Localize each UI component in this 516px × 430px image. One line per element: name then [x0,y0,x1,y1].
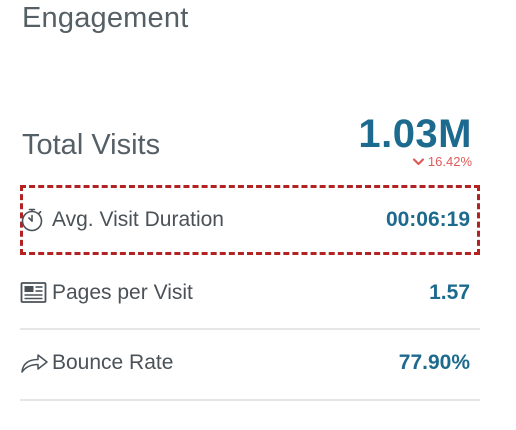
divider [20,399,480,401]
metric-value: 77.90% [398,351,470,374]
total-visits-change: 16.42% [412,154,472,169]
total-visits-label: Total Visits [22,129,161,161]
total-visits-change-value: 16.42% [427,154,472,169]
metric-label: Bounce Rate [52,351,174,374]
metric-row-bounce-rate[interactable]: Bounce Rate 77.90% [20,335,480,391]
metric-label: Avg. Visit Duration [52,208,224,231]
share-arrow-icon [21,354,48,373]
section-title: Engagement [22,2,189,34]
total-visits-value: 1.03M [358,112,472,156]
highlight-annotation [20,185,480,255]
chevron-down-icon [412,157,424,165]
metric-row-pages-per-visit[interactable]: Pages per Visit 1.57 [20,265,480,321]
divider [20,328,480,330]
metric-row-avg-visit-duration[interactable]: Avg. Visit Duration 00:06:19 [20,192,480,248]
metric-label: Pages per Visit [52,281,193,304]
newspaper-icon [20,282,47,303]
metric-value: 00:06:19 [385,208,470,231]
metric-value: 1.57 [429,281,470,304]
total-visits-row: Total Visits 1.03M 16.42% [22,112,472,174]
stopwatch-icon [21,208,43,232]
